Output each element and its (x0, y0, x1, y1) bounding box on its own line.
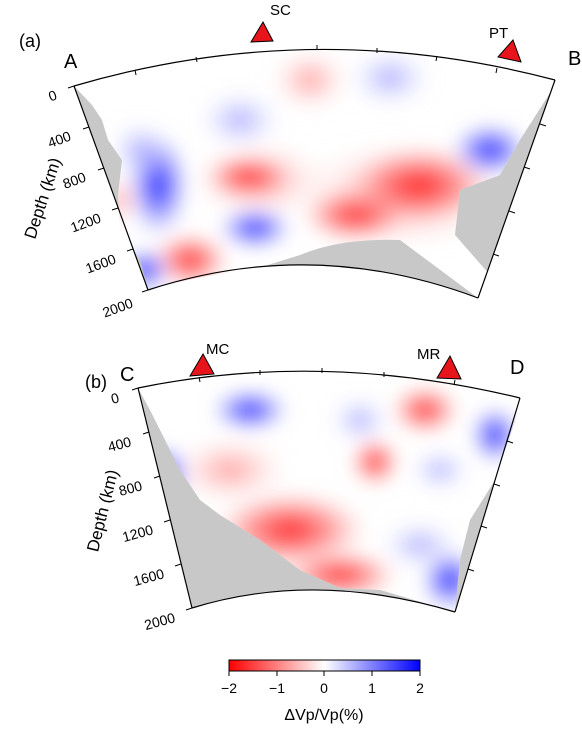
panel-a-left-edge (73, 85, 149, 291)
panel-b-tag: (b) (85, 372, 107, 392)
panel-a-depth-tick-label: 1600 (83, 251, 118, 277)
panel-a-start-label: A (64, 51, 78, 73)
colorbar-tick-label: 0 (320, 680, 328, 696)
colorbar-tick-label: 2 (416, 680, 424, 696)
panel-a-surface-ticks (134, 45, 498, 76)
colorbar-gradient (228, 659, 421, 672)
panel-a-depth-ticks-left (67, 85, 149, 293)
colorbar-tick-label: −1 (269, 680, 285, 696)
panel-a-tag: (a) (19, 31, 41, 51)
colorbar-tick-label: 1 (368, 680, 376, 696)
panel-b-station-label-1: MC (206, 341, 229, 358)
panel-a-depth-tick-label: 400 (46, 128, 74, 151)
panel-a: SC PT (a) A B 0 400 800 1200 1600 2000 D… (19, 2, 581, 320)
panel-b-depth-ticks-left (131, 387, 193, 611)
panel-a-end-label: B (568, 48, 581, 70)
panel-a-station-label-1: SC (270, 2, 291, 19)
panel-a-depth-tick-label: 800 (61, 169, 89, 192)
panel-b-depth-ticks-right (467, 440, 514, 572)
panel-b-bottom-edge (191, 589, 456, 613)
panel-b-depth-tick-label: 0 (109, 389, 121, 407)
panel-a-depth-tick-label: 2000 (100, 295, 135, 321)
panel-a-bottom-edge (147, 264, 479, 299)
panel-a-station-marker-2 (497, 39, 522, 63)
panel-b-depth-tick-label: 800 (117, 477, 144, 499)
panel-b-section-outline (137, 370, 521, 399)
panel-b-station-label-2: MR (417, 346, 440, 363)
panel-a-right-edge (477, 79, 556, 299)
panel-a-depth-tick-label: 0 (46, 87, 59, 105)
panel-b-depth-tick-label: 1600 (132, 565, 166, 589)
panel-a-station-label-2: PT (489, 25, 508, 42)
panel-b-station-marker-1 (189, 352, 215, 377)
panel-a-velocity-anomalies (74, 49, 555, 299)
panel-a-depth-axis-title: Depth (km) (21, 155, 65, 241)
panel-b-surface-ticks (198, 368, 456, 386)
panel-b-depth-tick-label: 400 (106, 433, 133, 455)
panel-b-right-edge (454, 397, 521, 613)
colorbar-title: ΔVp/Vp(%) (284, 707, 363, 724)
panel-a-section-outline (73, 48, 556, 87)
panel-a-depth-ticks-right (492, 123, 547, 257)
panel-b: MC MR (b) C D 0 400 800 1200 1600 2000 D… (83, 341, 524, 633)
colorbar: −2 −1 0 1 2 ΔVp/Vp(%) (221, 659, 424, 724)
panel-b-depth-tick-label: 2000 (143, 609, 177, 633)
panel-b-left-edge (137, 387, 193, 609)
colorbar-ticks (228, 671, 421, 676)
panel-b-start-label: C (120, 364, 134, 386)
panel-b-station-marker-2 (436, 354, 462, 380)
panel-b-end-label: D (510, 357, 524, 379)
panel-b-depth-tick-label: 1200 (121, 521, 155, 545)
panel-b-depth-axis-title: Depth (km) (83, 468, 122, 554)
panel-a-depth-tick-label: 1200 (68, 210, 103, 236)
panel-a-station-marker-1 (250, 20, 274, 43)
colorbar-tick-label: −2 (221, 680, 237, 696)
